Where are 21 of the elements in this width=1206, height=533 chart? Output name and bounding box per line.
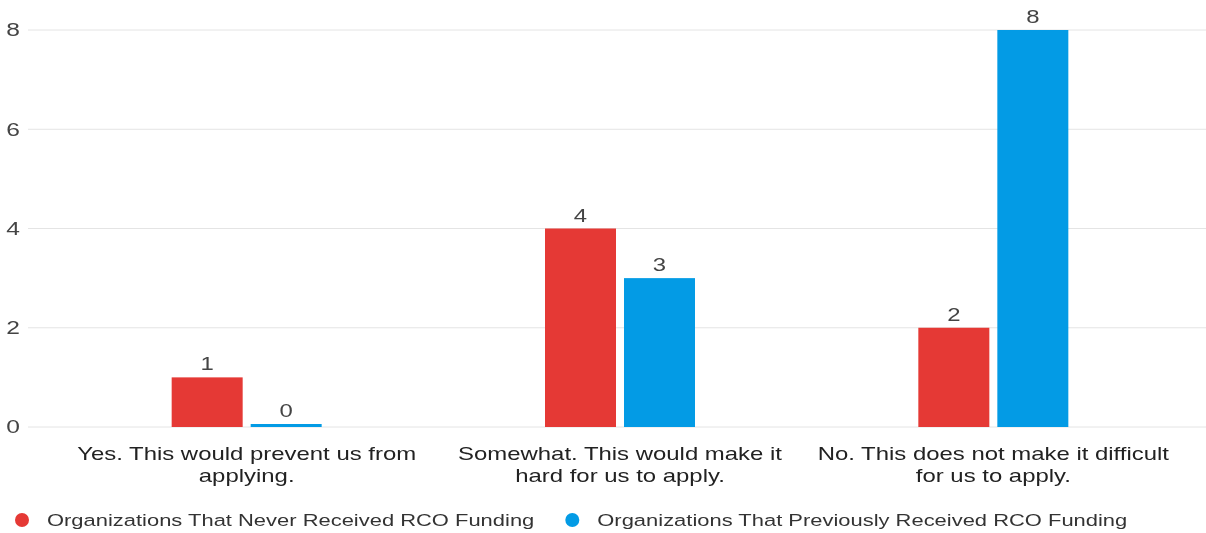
bar: [918, 327, 990, 427]
legend-label: Organizations That Previously Received RCO Funding: [597, 510, 1128, 530]
data-label: 8: [1026, 6, 1040, 27]
y-tick-label: 0: [6, 416, 21, 438]
y-tick-label: 4: [6, 217, 21, 240]
data-label: 0: [279, 400, 293, 421]
legend-label: Organizations That Never Received RCO Funding: [47, 510, 535, 530]
y-tick-label: 8: [6, 19, 21, 41]
y-tick-label: 6: [6, 118, 21, 140]
bar: [624, 278, 695, 427]
x-tick-label: Yes. This would prevent us from applying.: [77, 443, 417, 487]
x-tick-label: Somewhat. This would make it hard for us to apply.: [458, 443, 783, 487]
bar: [997, 30, 1069, 427]
x-tick-label: No. This does not make it difficult for us to apply.: [817, 443, 1170, 487]
bar: [171, 377, 243, 427]
y-tick-label: 2: [6, 317, 21, 339]
data-label: 1: [200, 354, 214, 374]
bar: [545, 228, 616, 427]
data-label: 4: [573, 205, 588, 225]
data-label: 2: [947, 304, 961, 325]
data-label: 3: [652, 254, 667, 275]
